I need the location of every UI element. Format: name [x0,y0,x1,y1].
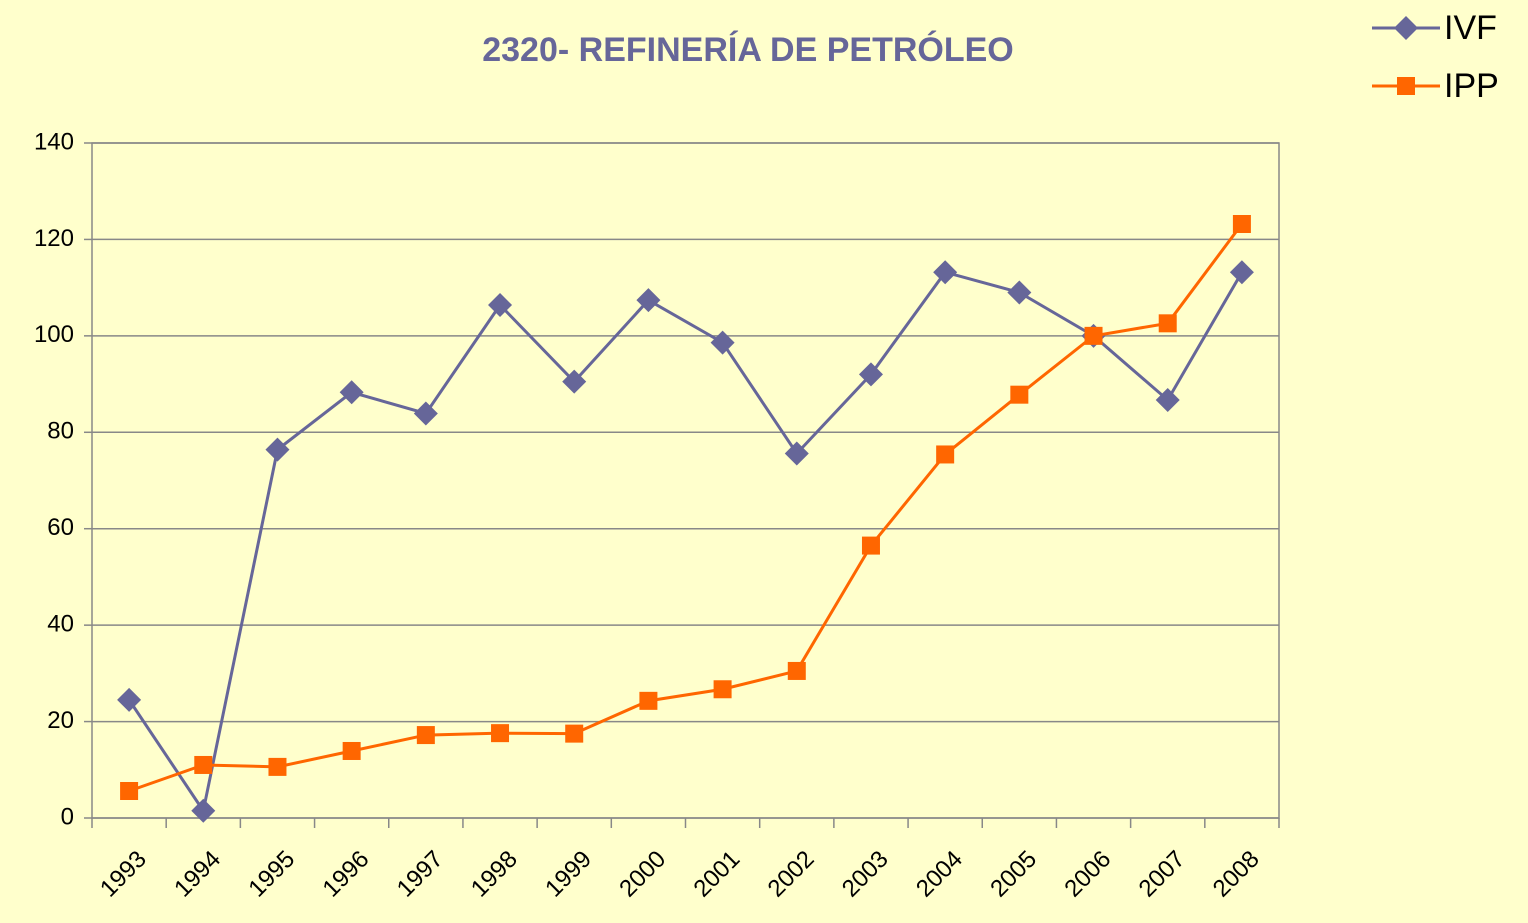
data-point [342,741,361,760]
y-tick-label: 60 [47,514,74,541]
data-point [858,362,883,387]
y-tick-label: 100 [34,321,74,348]
data-point [784,441,809,466]
y-tick-label: 20 [47,707,74,734]
data-point [639,691,658,710]
chart-title: 2320- REFINERÍA DE PETRÓLEO [482,31,1014,69]
data-point [936,445,955,464]
data-point [1158,314,1177,333]
legend-label: IVF [1444,9,1497,47]
data-point [120,782,139,800]
data-point [194,755,213,774]
y-tick-label: 120 [34,225,74,252]
data-point [1007,280,1032,305]
legend-marker [1394,16,1418,40]
data-point [933,260,958,285]
data-point [562,369,587,394]
y-tick-label: 140 [34,128,74,155]
data-point [1229,260,1254,285]
data-point [636,288,661,313]
data-point [491,724,510,743]
data-point [268,757,287,776]
legend-label: IPP [1444,67,1499,105]
y-tick-label: 80 [47,418,74,445]
data-point [1155,387,1180,412]
data-point [710,330,735,355]
y-tick-label: 0 [61,803,74,830]
data-point [488,293,513,317]
data-point [265,437,290,462]
data-point [787,661,806,680]
data-point [1010,385,1029,404]
series-line [127,270,1244,815]
data-point [413,401,438,426]
data-point [565,724,584,743]
data-point [861,536,880,555]
data-point [191,798,216,823]
data-point [713,680,732,699]
data-point [117,687,142,712]
data-point [339,380,364,405]
y-tick-label: 40 [47,610,74,637]
data-point [1084,326,1103,345]
legend-marker [1397,77,1415,95]
series-line [128,223,1244,793]
data-point [416,726,435,745]
data-point [1232,215,1251,233]
